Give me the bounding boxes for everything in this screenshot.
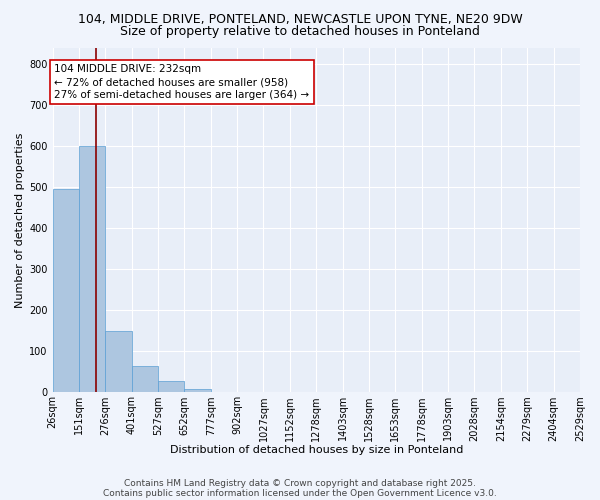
Text: Contains public sector information licensed under the Open Government Licence v3: Contains public sector information licen… xyxy=(103,488,497,498)
Text: 104, MIDDLE DRIVE, PONTELAND, NEWCASTLE UPON TYNE, NE20 9DW: 104, MIDDLE DRIVE, PONTELAND, NEWCASTLE … xyxy=(77,12,523,26)
Bar xyxy=(158,382,184,392)
Bar xyxy=(131,366,158,392)
Y-axis label: Number of detached properties: Number of detached properties xyxy=(15,132,25,308)
Text: Size of property relative to detached houses in Ponteland: Size of property relative to detached ho… xyxy=(120,25,480,38)
Text: Contains HM Land Registry data © Crown copyright and database right 2025.: Contains HM Land Registry data © Crown c… xyxy=(124,478,476,488)
Text: 104 MIDDLE DRIVE: 232sqm
← 72% of detached houses are smaller (958)
27% of semi-: 104 MIDDLE DRIVE: 232sqm ← 72% of detach… xyxy=(55,64,310,100)
Bar xyxy=(184,389,211,392)
Bar xyxy=(79,146,105,392)
X-axis label: Distribution of detached houses by size in Ponteland: Distribution of detached houses by size … xyxy=(170,445,463,455)
Bar xyxy=(53,189,79,392)
Bar xyxy=(105,331,131,392)
